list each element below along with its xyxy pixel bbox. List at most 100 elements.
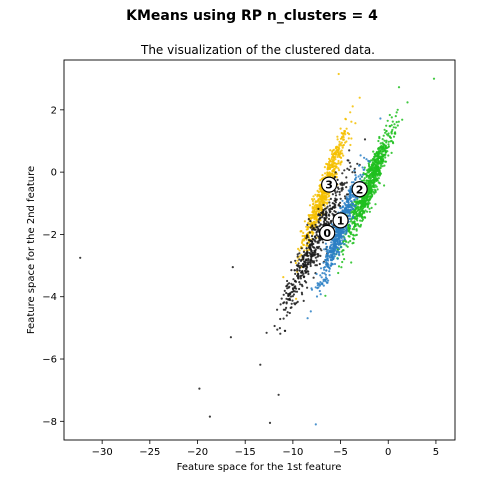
data-point-cluster-0: [308, 251, 311, 255]
data-point-cluster-2: [396, 108, 399, 111]
data-point-cluster-2: [394, 126, 397, 129]
data-point-cluster-0: [344, 197, 347, 200]
data-point-cluster-0: [292, 288, 295, 291]
centroid-circle: [319, 224, 336, 241]
data-point-cluster-2: [386, 146, 389, 149]
data-point-cluster-2: [378, 172, 381, 175]
data-point-cluster-0: [317, 235, 320, 238]
data-point-cluster-3: [338, 144, 341, 147]
data-point-cluster-0: [288, 311, 291, 315]
data-point-cluster-1: [349, 190, 352, 194]
y-tick-label: −6: [42, 355, 57, 366]
data-point-cluster-2: [384, 156, 387, 159]
data-point-cluster-0: [307, 261, 311, 264]
data-point-cluster-2: [358, 199, 361, 202]
data-point-cluster-0: [339, 201, 342, 204]
data-point-cluster-3: [326, 168, 329, 171]
data-point-cluster-3: [294, 261, 297, 265]
data-point-cluster-1: [314, 286, 317, 289]
data-point-cluster-0: [341, 172, 344, 175]
data-point-cluster-0: [312, 226, 315, 230]
data-point-cluster-1: [325, 261, 328, 264]
data-point-cluster-3: [342, 138, 345, 141]
data-point-cluster-2: [377, 177, 380, 180]
data-point-cluster-0: [334, 194, 338, 197]
data-point-cluster-0: [353, 167, 356, 170]
data-point-cluster-0: [293, 269, 296, 272]
x-tick-label: −10: [282, 447, 303, 458]
data-point-cluster-1: [339, 236, 342, 239]
data-point-cluster-3: [335, 152, 338, 155]
data-point-cluster-0: [333, 175, 337, 179]
data-point-cluster-0: [290, 269, 293, 272]
data-point-cluster-1: [333, 237, 336, 240]
data-point-cluster-0: [304, 271, 307, 274]
data-point-cluster-1: [350, 202, 353, 205]
data-point-cluster-0: [318, 262, 321, 266]
data-point-cluster-0: [301, 293, 304, 296]
data-point-cluster-1: [363, 156, 366, 159]
data-point-cluster-2: [390, 151, 393, 154]
data-point-cluster-3: [346, 131, 349, 135]
data-point-cluster-0: [302, 262, 305, 265]
data-point-cluster-1: [354, 178, 357, 181]
data-point-cluster-0: [331, 193, 334, 196]
data-point-cluster-0: [317, 213, 320, 217]
data-point-cluster-0: [296, 274, 299, 277]
data-point-cluster-2: [355, 217, 358, 220]
data-point-cluster-3: [311, 199, 314, 202]
data-point-cluster-2: [347, 235, 350, 238]
data-point-cluster-3: [311, 231, 315, 234]
data-point-cluster-2: [376, 165, 379, 168]
data-point-cluster-1: [320, 276, 323, 279]
data-point-cluster-1: [339, 230, 342, 233]
data-point-cluster-2: [372, 163, 375, 166]
data-point-cluster-0: [305, 258, 308, 261]
data-point-cluster-0: [317, 220, 320, 223]
data-point-cluster-0: [285, 291, 288, 295]
data-point-cluster-1: [352, 181, 355, 184]
data-point-cluster-0: [277, 393, 280, 396]
data-point-cluster-2: [372, 150, 375, 153]
data-point-cluster-0: [314, 249, 317, 252]
data-point-cluster-2: [377, 147, 380, 150]
data-point-cluster-0: [285, 297, 288, 300]
data-point-cluster-0: [316, 240, 319, 243]
data-point-cluster-3: [315, 217, 318, 221]
data-point-cluster-2: [374, 169, 377, 172]
centroid-label: 0: [323, 227, 331, 240]
data-point-cluster-0: [318, 217, 321, 220]
data-point-cluster-1: [329, 264, 332, 267]
data-point-cluster-3: [351, 105, 354, 108]
data-point-cluster-1: [354, 174, 357, 177]
data-point-cluster-0: [303, 265, 306, 268]
data-point-cluster-2: [397, 120, 400, 123]
data-point-cluster-0: [309, 263, 312, 266]
data-point-cluster-0: [273, 324, 276, 328]
data-point-cluster-2: [378, 155, 381, 158]
data-point-cluster-2: [385, 139, 388, 142]
data-point-cluster-3: [342, 134, 345, 137]
data-point-cluster-2: [385, 129, 388, 133]
data-point-cluster-2: [324, 294, 327, 297]
data-point-cluster-0: [282, 302, 285, 305]
data-point-cluster-0: [302, 250, 305, 253]
data-point-cluster-3: [329, 149, 332, 152]
data-point-cluster-2: [387, 154, 390, 157]
data-point-cluster-2: [363, 177, 366, 180]
data-point-cluster-1: [334, 242, 337, 245]
data-point-cluster-2: [379, 142, 382, 145]
data-point-cluster-2: [349, 233, 353, 236]
data-point-cluster-0: [345, 176, 348, 179]
data-point-cluster-0: [319, 223, 322, 226]
data-point-cluster-0: [341, 184, 344, 187]
data-point-cluster-2: [364, 209, 367, 212]
data-point-cluster-0: [322, 203, 325, 207]
data-point-cluster-0: [309, 248, 312, 251]
data-point-cluster-3: [354, 122, 357, 125]
data-point-cluster-0: [305, 247, 308, 250]
data-point-cluster-1: [361, 166, 364, 169]
data-point-cluster-2: [432, 77, 436, 80]
data-point-cluster-3: [324, 172, 327, 175]
